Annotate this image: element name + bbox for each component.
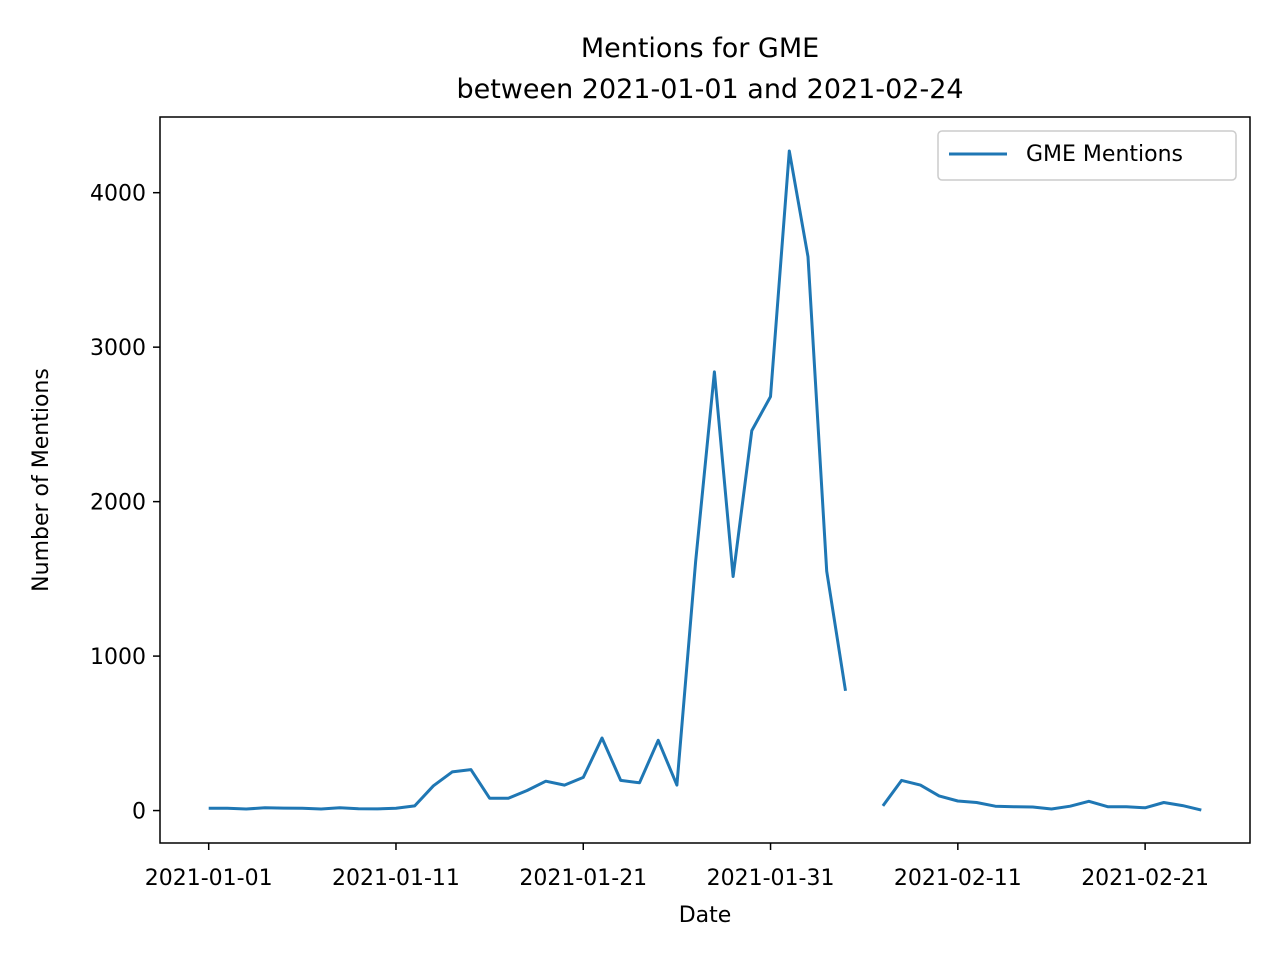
y-axis-ticks: 0 1000 2000 3000 4000: [90, 182, 160, 825]
y-tick-label: 1000: [90, 645, 146, 670]
legend-box: [937, 130, 1237, 181]
x-axis-label: Date: [679, 903, 732, 928]
y-axis-label: Number of Mentions: [29, 368, 54, 592]
series-line-segment: [881, 778, 1202, 812]
y-tick-label: 3000: [90, 336, 146, 361]
x-tick-label: 2021-02-21: [1081, 866, 1209, 891]
x-tick-label: 2021-01-01: [145, 866, 273, 891]
chart-title-line-2: between 2021-01-01 and 2021-02-24: [456, 74, 963, 105]
y-tick-label: 0: [132, 800, 146, 825]
x-tick-label: 2021-01-21: [519, 866, 647, 891]
y-tick-label: 4000: [90, 182, 146, 207]
x-axis-ticks: 2021-01-01 2021-01-11 2021-01-21 2021-01-31…: [145, 843, 1209, 891]
series-line-segment: [208, 149, 847, 811]
series-layer: [208, 149, 1202, 812]
x-tick-label: 2021-01-31: [707, 866, 835, 891]
legend-label-gme-mentions: GME Mentions: [1026, 142, 1183, 167]
plot-area: 2021-01-01 2021-01-11 2021-01-21 2021-01-31…: [90, 116, 1251, 891]
x-tick-label: 2021-01-11: [332, 866, 460, 891]
plot-frame: [159, 116, 1251, 844]
chart-title-line-1: Mentions for GME: [581, 33, 819, 64]
y-tick-label: 2000: [90, 491, 146, 516]
x-tick-label: 2021-02-11: [894, 866, 1022, 891]
legend: GME Mentions: [937, 130, 1237, 181]
